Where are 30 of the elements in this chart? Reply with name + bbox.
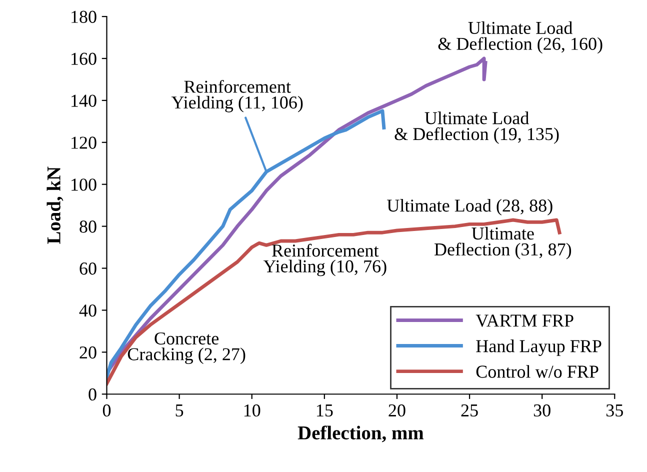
y-tick-label: 120	[72, 136, 96, 149]
y-tick-label: 0	[88, 388, 96, 401]
x-tick-label: 20	[388, 404, 406, 417]
annotation: Reinforcement Yielding (10, 76)	[263, 244, 386, 276]
x-tick-label: 35	[606, 404, 623, 417]
legend-label: Control w/o FRP	[476, 365, 598, 378]
legend-label: Hand Layup FRP	[476, 340, 602, 356]
y-tick-label: 20	[80, 346, 96, 359]
annotation: Ultimate Load & Deflection (26, 160)	[438, 21, 602, 54]
x-tick-label: 15	[316, 404, 333, 417]
x-tick-label: 10	[244, 404, 260, 417]
annotation: Ultimate Load (28, 88)	[387, 199, 552, 216]
annotation: Ultimate Deflection (31, 87)	[434, 226, 572, 260]
annotation: Ultimate Load & Deflection (19, 135)	[394, 112, 559, 144]
x-axis-title: Deflection, mm	[298, 426, 424, 442]
x-tick-label: 5	[176, 404, 184, 417]
y-tick-label: 40	[79, 304, 96, 317]
legend-label: VARTM FRP	[476, 314, 574, 327]
annotation: Concrete Cracking (2, 27)	[128, 332, 246, 364]
annotation: Reinforcement Yielding (11, 106)	[171, 80, 303, 112]
y-tick-label: 180	[72, 10, 96, 23]
x-tick-label: 25	[461, 404, 478, 417]
x-tick-label: 30	[534, 404, 550, 417]
y-tick-label: 60	[80, 262, 96, 275]
y-axis-title: Load, kN	[46, 166, 64, 244]
y-tick-label: 80	[80, 220, 96, 233]
y-tick-label: 140	[72, 94, 96, 107]
x-tick-label: 0	[102, 404, 111, 417]
y-tick-label: 100	[72, 178, 96, 191]
y-tick-label: 160	[72, 52, 96, 65]
